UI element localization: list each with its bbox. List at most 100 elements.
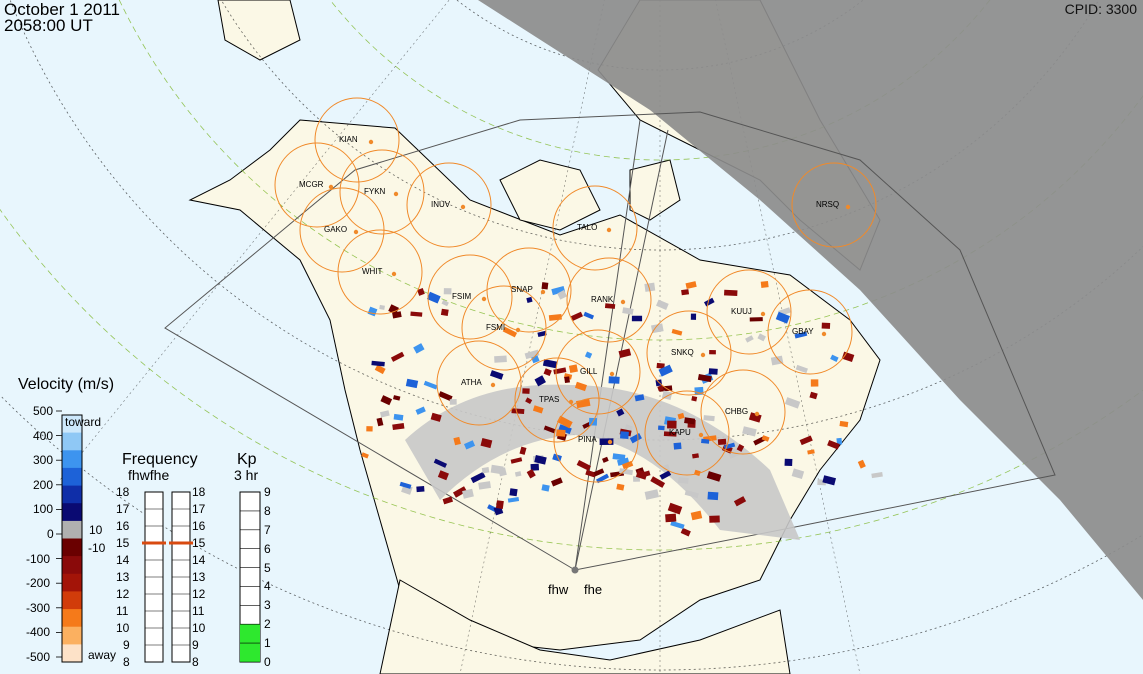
velocity-cell — [827, 440, 840, 450]
velocity-cell — [530, 463, 540, 471]
legend-bars — [56, 410, 261, 663]
velocity-cell — [697, 374, 712, 383]
velocity-cell — [807, 449, 815, 455]
velocity-cell — [374, 364, 386, 375]
station-label: FYKN — [364, 187, 386, 196]
frequency-tick-right: 12 — [192, 587, 206, 601]
frequency-tick-left: 11 — [116, 604, 129, 618]
velocity-cell — [371, 360, 385, 367]
velocity-cell — [775, 311, 790, 324]
velocity-cell — [502, 326, 518, 338]
velocity-cell — [612, 453, 626, 461]
velocity-tick-label: 400 — [33, 428, 54, 443]
velocity-cell — [684, 417, 696, 425]
velocity-cell — [551, 477, 563, 487]
velocity-cell — [583, 311, 595, 320]
velocity-cell — [417, 288, 425, 296]
velocity-cell — [760, 280, 769, 288]
station-label: SNAP — [511, 285, 533, 294]
frequency-tick-left: 17 — [116, 502, 130, 516]
velocity-cell — [511, 408, 525, 414]
velocity-cell — [809, 391, 818, 400]
velocity-cell — [366, 426, 373, 432]
velocity-cell — [390, 351, 405, 362]
frequency-tick-right: 16 — [192, 519, 206, 533]
velocity-cell — [667, 420, 677, 429]
velocity-tick-label: -500 — [26, 650, 51, 664]
velocity-cell — [706, 471, 722, 482]
velocity-cell — [677, 412, 685, 420]
velocity-cell — [680, 527, 691, 537]
radar-label-west: fhw — [548, 582, 569, 597]
velocity-cell — [681, 289, 690, 296]
station-label: FSIM — [452, 292, 472, 301]
velocity-cell — [541, 484, 550, 492]
station-dot — [460, 204, 466, 210]
velocity-cell — [509, 488, 518, 497]
velocity-cell — [784, 397, 801, 409]
meridian-line — [715, 0, 861, 674]
velocity-cell — [453, 486, 468, 498]
velocity-cell — [794, 331, 808, 339]
velocity-away-label: away — [88, 648, 117, 662]
station-label: CHBG — [725, 407, 749, 416]
velocity-cell — [745, 335, 754, 343]
fov-boundary-east — [574, 119, 641, 571]
usa-land — [379, 579, 791, 674]
velocity-tick-label: 100 — [33, 502, 54, 517]
velocity-cell — [552, 453, 562, 462]
velocity-cell — [841, 351, 855, 363]
velocity-cell — [526, 468, 536, 479]
velocity-tick-label: 0 — [47, 527, 54, 541]
velocity-cell — [663, 464, 670, 471]
station-label: INUV — [431, 200, 451, 209]
radar-field-of-view — [164, 111, 1056, 574]
station-dot — [620, 299, 626, 305]
velocity-cell — [576, 459, 591, 471]
station-dot — [391, 271, 397, 277]
station-circle — [555, 329, 641, 415]
velocity-cell — [423, 380, 438, 390]
station-circle — [646, 310, 732, 396]
kp-tick-label: 6 — [264, 541, 271, 556]
frequency-tick-right: 17 — [192, 502, 206, 516]
velocity-cell — [633, 476, 640, 482]
velocity-cell — [619, 468, 634, 476]
velocity-cell — [557, 415, 573, 429]
fov-boundary-west — [574, 129, 669, 571]
frequency-tick-right: 9 — [192, 638, 199, 652]
frequency-marker — [142, 541, 166, 545]
station-dot — [353, 229, 359, 235]
radar-site-marker — [571, 566, 579, 574]
velocity-cell — [514, 471, 522, 477]
velocity-cell — [478, 481, 491, 490]
velocity-cell — [564, 376, 570, 384]
frequency-tick-left: 10 — [116, 621, 130, 635]
velocity-color-segment — [62, 626, 82, 645]
velocity-cell — [393, 395, 401, 401]
velocity-cell — [650, 476, 666, 488]
velocity-cell — [507, 496, 520, 503]
frequency-tick-left: 14 — [116, 553, 130, 567]
night-terminator-region — [478, 0, 1143, 600]
velocity-tick-label: 200 — [33, 477, 54, 492]
velocity-cell — [376, 417, 384, 427]
station-circles — [274, 97, 877, 483]
velocity-cell — [534, 455, 547, 465]
velocity-cell — [433, 458, 448, 468]
velocity-cell — [618, 348, 632, 358]
station-label: RANK — [591, 295, 614, 304]
station-dot — [698, 432, 704, 438]
velocity-cell — [784, 458, 793, 466]
kp-tick-label: 2 — [264, 617, 271, 632]
station-label: KAPU — [669, 428, 691, 437]
velocity-toward-label: toward — [65, 415, 102, 429]
velocity-tick-label: -100 — [26, 551, 51, 566]
velocity-cell — [770, 355, 784, 366]
station-label: FSMI — [486, 323, 506, 332]
velocity-cell — [691, 396, 698, 402]
velocity-cell — [736, 444, 745, 452]
velocity-tick-label: 300 — [33, 453, 54, 468]
